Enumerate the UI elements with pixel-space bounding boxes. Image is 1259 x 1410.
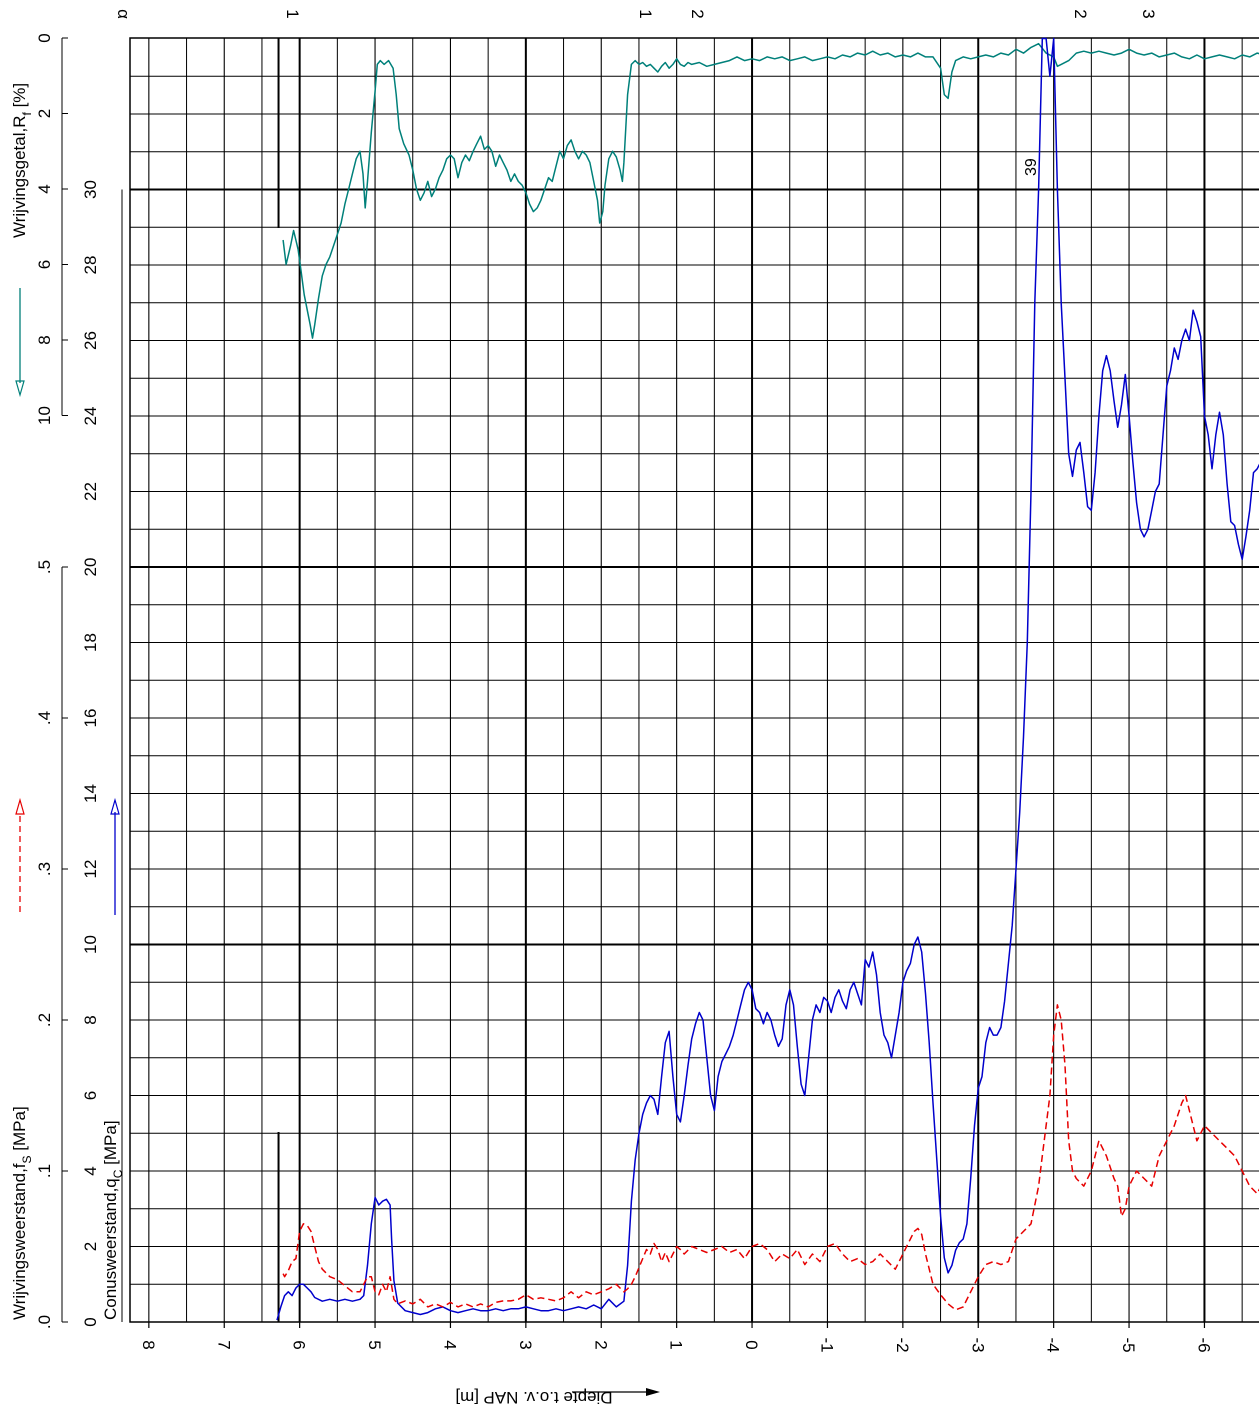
depth-tick-label: -1 [817, 1337, 836, 1352]
qc-tick-label: 26 [81, 331, 100, 350]
depth-tick-label: 7 [214, 1340, 233, 1349]
depth-axis-label: Diepte t.o.v. NAP [m] [455, 1388, 612, 1407]
depth-tick-label: 2 [591, 1340, 610, 1349]
qc-tick-label: 6 [81, 1091, 100, 1100]
peak-label: 39 [1023, 158, 1040, 176]
qc-tick-label: 24 [81, 407, 100, 426]
rf-axis-label: Wrijvingsgetal,Rf [%] [10, 83, 34, 238]
grid [129, 37, 1259, 1323]
depth-tick-label: 6 [290, 1340, 309, 1349]
fs-axis-label: Wrijvingsweerstand,fS [MPa] [10, 1106, 34, 1320]
fs-tick-label: .4 [35, 711, 54, 725]
qc-series-line [276, 37, 1259, 1321]
rf-series-line [282, 42, 1259, 339]
qc-tick-label: 18 [81, 633, 100, 652]
depth-tick-label: -2 [893, 1337, 912, 1352]
qc-tick-label: 12 [81, 860, 100, 879]
depth-tick-label: 5 [365, 1340, 384, 1349]
qc-axis-label: Conusweerstand,qC [MPa] [101, 1120, 125, 1320]
fs-tick-label: .0 [35, 1315, 54, 1329]
depth-tick-label: 8 [139, 1340, 158, 1349]
top-label: 1 [283, 9, 302, 18]
depth-tick-label: 3 [516, 1340, 535, 1349]
rf-legend-arrow [15, 288, 25, 398]
depth-direction-arrow [572, 1388, 660, 1396]
top-label: 1 [636, 9, 655, 18]
qc-tick-label: 30 [81, 180, 100, 199]
depth-tick-label: 0 [742, 1340, 761, 1349]
depth-tick-label: -5 [1119, 1337, 1138, 1352]
rf-tick-label: 6 [35, 260, 54, 269]
depth-tick-label: 4 [440, 1340, 459, 1349]
depth-tick-label: 1 [667, 1340, 686, 1349]
qc-tick-label: 14 [81, 784, 100, 803]
rf-axis-ticks: 0 2 4 6 8 10 [35, 33, 68, 425]
depth-tick-label: -6 [1194, 1337, 1213, 1352]
rf-tick-label: 8 [35, 335, 54, 344]
qc-tick-label: 22 [81, 482, 100, 501]
top-label: 3 [1139, 9, 1158, 18]
qc-tick-label: 10 [81, 935, 100, 954]
fs-series-line [282, 1004, 1259, 1311]
qc-legend-arrow [110, 797, 120, 915]
qc-tick-label: 28 [81, 256, 100, 275]
qc-tick-label: 16 [81, 709, 100, 728]
rf-tick-label: 0 [35, 33, 54, 42]
fs-tick-label: .1 [35, 1164, 54, 1178]
depth-tick-label: -4 [1044, 1337, 1063, 1352]
top-labels: α 1 1 2 2 3 [114, 9, 1158, 19]
top-label: 2 [688, 9, 707, 18]
qc-tick-label: 8 [81, 1015, 100, 1024]
fs-tick-label: .2 [35, 1013, 54, 1027]
fs-tick-label: .3 [35, 862, 54, 876]
top-label: 2 [1071, 9, 1090, 18]
qc-tick-label: 20 [81, 558, 100, 577]
qc-tick-label: 4 [81, 1166, 100, 1175]
fs-legend-arrow [15, 797, 25, 912]
fs-axis-ticks: .0 .1 .2 .3 .4 .5 [35, 560, 68, 1329]
rf-tick-label: 4 [35, 184, 54, 193]
fs-tick-label: .5 [35, 560, 54, 574]
qc-tick-label: 0 [81, 1317, 100, 1326]
depth-tick-label: -3 [968, 1337, 987, 1352]
top-label: α [114, 9, 133, 19]
rf-tick-label: 10 [35, 406, 54, 425]
qc-tick-label: 2 [81, 1242, 100, 1251]
series-group [276, 37, 1259, 1321]
rf-tick-label: 2 [35, 109, 54, 118]
